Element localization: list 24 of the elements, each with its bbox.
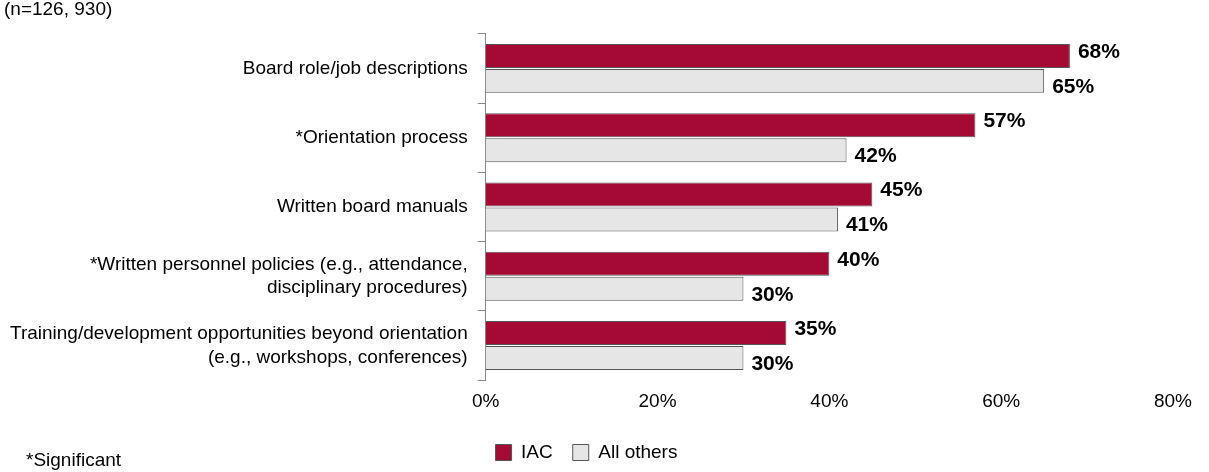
y-tick-label: Written board manuals	[276, 195, 468, 217]
data-label: 42%	[854, 142, 897, 166]
x-tick-label: 40%	[810, 389, 849, 411]
y-tick-label: *Orientation process	[295, 125, 468, 147]
data-label: 40%	[837, 246, 880, 270]
x-tick-label: 20%	[638, 389, 677, 411]
legend-label: All others	[598, 440, 678, 462]
y-tick-label: Training/development opportunities beyond orientation (e.g., workshops, conferences)	[9, 321, 468, 367]
data-label: 65%	[1052, 73, 1095, 97]
data-label: 41%	[845, 212, 889, 236]
data-label: 30%	[751, 281, 794, 305]
y-tick-label: *Written personnel policies (e.g., attendance, disciplinary procedures)	[89, 252, 468, 298]
x-tick-label: 80%	[1153, 389, 1193, 411]
data-label: 57%	[983, 108, 1026, 132]
x-tick-label: 0%	[471, 389, 500, 411]
data-label: 68%	[1077, 38, 1121, 62]
data-label: 45%	[880, 177, 923, 201]
legend-label: IAC	[521, 440, 553, 462]
x-tick-label: 60%	[982, 389, 1021, 411]
y-tick-label: Board role/job descriptions	[242, 56, 468, 78]
data-label: 30%	[751, 350, 794, 374]
text: *Significant	[26, 449, 122, 470]
data-label: 35%	[794, 315, 837, 339]
text: (n=126, 930)	[4, 0, 113, 19]
